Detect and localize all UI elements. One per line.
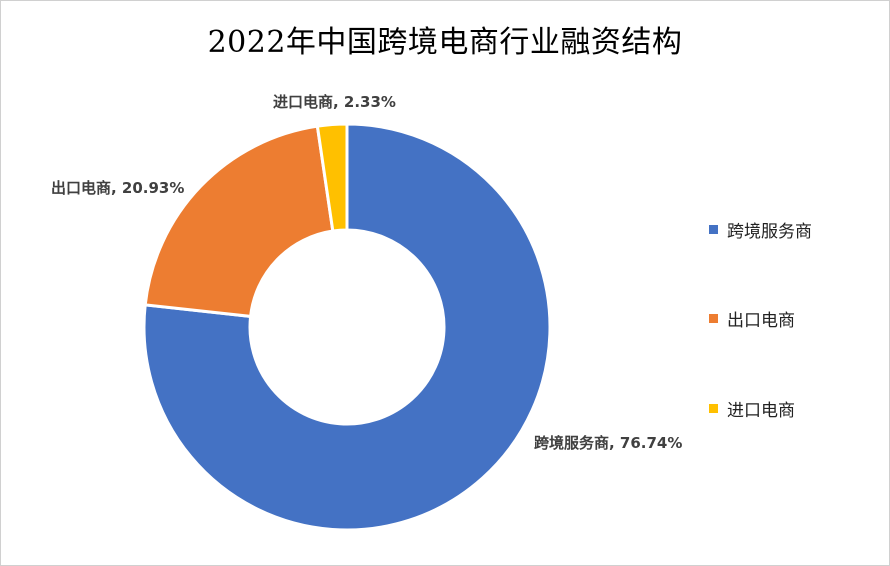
legend-label-1: 出口电商: [727, 310, 795, 331]
legend-item-0: 跨境服务商: [709, 217, 812, 242]
data-label-1: 出口电商, 20.93%: [51, 179, 184, 197]
legend-item-1: 出口电商: [709, 306, 795, 331]
donut-slices: [142, 122, 552, 532]
slice-0: [142, 122, 552, 532]
data-label-2: 进口电商, 2.33%: [273, 93, 396, 111]
legend-item-2: 进口电商: [709, 396, 795, 421]
slice-1: [143, 124, 335, 319]
slice-2: [315, 122, 349, 233]
legend-label-2: 进口电商: [727, 400, 795, 421]
legend-swatch-1: [709, 313, 718, 323]
data-labels: 跨境服务商, 76.74% 出口电商, 20.93% 进口电商, 2.33%: [51, 93, 682, 452]
chart-title: 2022年中国跨境电商行业融资结构: [207, 25, 683, 60]
legend-swatch-2: [709, 403, 718, 413]
legend-swatch-0: [709, 224, 718, 234]
legend-label-0: 跨境服务商: [727, 221, 812, 242]
data-label-0: 跨境服务商, 76.74%: [534, 434, 682, 452]
